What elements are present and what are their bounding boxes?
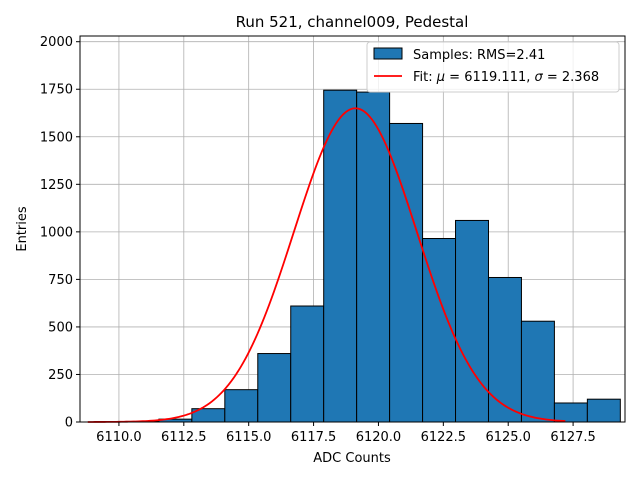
histogram-bar-6 <box>290 305 325 423</box>
y-tick-label-0: 0 <box>65 416 73 431</box>
y-tick-label-6: 1500 <box>40 130 73 145</box>
histogram-bar-11 <box>455 219 489 423</box>
legend: Samples: RMS=2.41 Fit: μ = 6119.111, σ =… <box>366 41 620 93</box>
x-tick-label-7: 6127.5 <box>550 430 596 445</box>
y-tick-label-8: 2000 <box>40 35 73 50</box>
legend-histogram-label: Samples: RMS=2.41 <box>413 48 545 63</box>
y-tick-label-4: 1000 <box>40 225 73 240</box>
legend-fit-sigma-value: = 2.368 <box>543 70 599 85</box>
x-tick-label-0: 6110.0 <box>96 430 142 445</box>
fit-curve <box>87 107 566 423</box>
x-tick-label-2: 6115.0 <box>226 430 272 445</box>
histogram-bar-13 <box>520 320 555 423</box>
legend-histogram-swatch <box>373 47 403 60</box>
histogram-bar-7 <box>323 89 358 423</box>
x-axis: 6110.0 6112.5 6115.0 6117.5 6120.0 6122.5 6125… <box>96 422 596 445</box>
histogram-bar-9 <box>389 122 424 423</box>
legend-fit-mu-symbol: μ <box>436 70 445 85</box>
legend-fit-sigma-symbol: σ <box>535 70 544 85</box>
y-tick-label-2: 500 <box>48 320 73 335</box>
legend-fit-mu-value: = 6119.111, <box>445 70 534 85</box>
x-tick-label-4: 6120.0 <box>356 430 402 445</box>
y-tick-label-1: 250 <box>48 368 73 383</box>
histogram-bars <box>125 89 621 423</box>
chart-title: Run 521, channel009, Pedestal <box>236 13 469 31</box>
fit-curve-layer <box>87 107 566 423</box>
histogram-bar-12 <box>487 276 522 423</box>
y-axis-label: Entries <box>15 206 30 252</box>
x-tick-label-3: 6117.5 <box>291 430 337 445</box>
histogram-bar-10 <box>422 238 457 423</box>
legend-fit-label: Fit: μ = 6119.111, σ = 2.368 <box>413 70 599 85</box>
histogram-bar-8 <box>356 91 391 423</box>
histogram-bar-4 <box>224 389 259 423</box>
y-tick-label-5: 1250 <box>40 178 73 193</box>
y-tick-label-7: 1750 <box>40 83 73 98</box>
y-axis: 0 250 500 750 1000 1250 1500 1750 2000 <box>40 35 80 431</box>
x-tick-label-5: 6122.5 <box>421 430 467 445</box>
y-tick-label-3: 750 <box>48 273 73 288</box>
histogram-bar-5 <box>257 353 292 423</box>
x-tick-label-1: 6112.5 <box>161 430 207 445</box>
plot-area-frame <box>79 35 626 423</box>
legend-fit-prefix: Fit: <box>413 70 437 85</box>
x-axis-label: ADC Counts <box>313 451 391 466</box>
x-tick-label-6: 6125.0 <box>485 430 531 445</box>
histogram-bar-14 <box>553 402 588 423</box>
histogram-bar-15 <box>586 398 621 423</box>
legend-box <box>366 41 620 93</box>
